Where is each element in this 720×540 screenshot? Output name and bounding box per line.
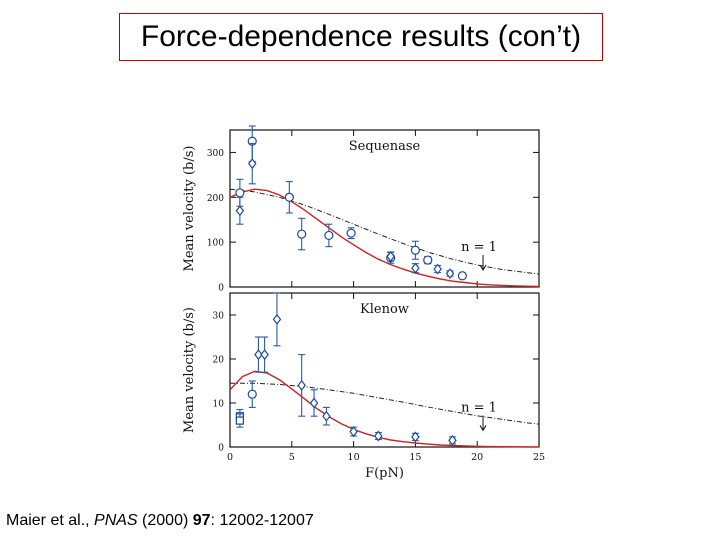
x-axis-label: F(pN) [365,466,404,481]
data-point-circle [346,228,356,238]
data-point-circle [324,230,334,241]
data-point-diamond [297,379,306,391]
y-tick-label: 0 [218,284,224,294]
data-point-diamond [411,431,420,443]
panel-title: Sequenase [349,139,421,154]
panel-title: Klenow [360,302,409,317]
data-point-circle [235,188,245,198]
citation: Maier et al., PNAS (2000) 97: 12002-1200… [6,512,314,530]
data-point-diamond [349,426,358,438]
data-point-diamond [260,349,269,361]
data-point-diamond [433,263,442,275]
y-axis-label: Mean velocity (b/s) [182,307,197,433]
data-point-circle [297,229,307,239]
citation-pages: : 12002-12007 [210,512,314,529]
model-dashed-curve [230,382,540,425]
chart-panel-sequenase: 0 100 200 300 Mean velocity (b/s) Sequenase n … [182,125,540,294]
citation-year: (2000) [137,512,193,529]
data-point-circle [423,255,433,265]
annotation-arrowhead [479,425,487,432]
fit-curve [229,188,540,288]
y-tick-label: 200 [207,194,224,204]
data-point-circle [247,389,257,399]
annotation-n1: n = 1 [461,400,497,415]
x-tick-label: 5 [289,452,295,463]
data-point-diamond [411,262,420,274]
data-point-diamond [235,205,245,217]
y-axis-label: Mean velocity (b/s) [182,146,197,272]
data-point-diamond [374,430,383,442]
slide-title-text: Force-dependence results (con’t) [140,20,582,53]
y-tick-label: 30 [213,312,225,322]
y-tick-label: 100 [207,239,224,249]
citation-authors: Maier et al., [6,512,95,529]
citation-journal: PNAS [94,512,138,529]
x-tick-label: 0 [227,452,233,463]
data-point-diamond [445,268,455,280]
x-tick-label: 10 [348,452,360,463]
data-point-diamond [247,158,257,170]
data-point-circle [410,245,420,255]
x-tick-label: 20 [471,452,483,463]
x-tick-label: 25 [533,452,545,463]
plot-frame [229,292,540,448]
y-tick-label: 10 [213,400,225,410]
y-tick-label: 300 [207,149,224,159]
citation-volume: 97 [192,512,211,529]
y-tick-label: 0 [218,444,224,454]
data-point-diamond [386,251,395,262]
y-tick-label: 20 [213,356,225,366]
x-tick-label: 15 [409,452,421,463]
annotation-n1: n = 1 [461,240,497,255]
data-point-square [235,416,244,425]
data-point-diamond [309,397,319,409]
slide-title: Force-dependence results (con’t) [119,13,603,61]
data-point-diamond [272,313,282,325]
data-point-circle [457,271,467,281]
data-point-diamond [448,434,457,446]
fit-curve [229,370,539,448]
model-dashed-curve [229,188,540,275]
data-point-circle [284,192,294,202]
annotation-arrowhead [479,264,487,271]
data-point-diamond [254,349,263,361]
chart-panel-klenow: 0 10 20 30 0 5 10 15 20 25 Mean velocity (b/s) F(pN… [182,292,545,481]
plot-frame [229,129,540,288]
data-point-diamond [322,410,331,422]
